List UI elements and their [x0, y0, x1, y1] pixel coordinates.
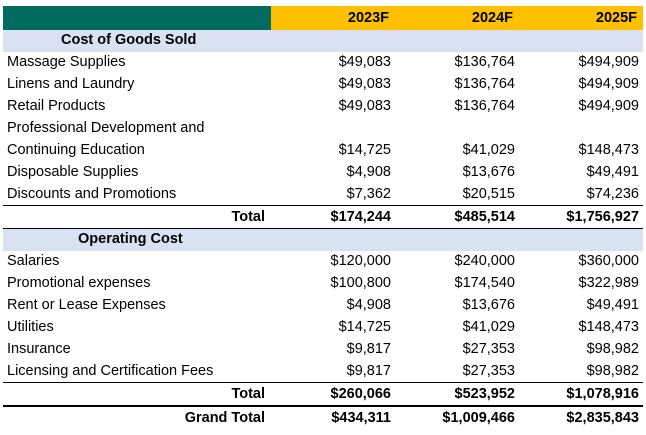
total-2025[interactable]: $1,756,927 — [519, 205, 643, 230]
table-row: Continuing Education $14,725 $41,029 $14… — [3, 139, 643, 161]
cell-2023[interactable]: $14,725 — [338, 319, 391, 336]
cell-2025[interactable]: $494,909 — [578, 98, 639, 115]
year-header-2025[interactable]: 2025F — [519, 6, 643, 30]
cost-table: 2023F 2024F 2025F Cost of Goods Sold Mas… — [3, 6, 643, 429]
row-label[interactable]: Salaries — [7, 253, 60, 270]
row-label[interactable]: Linens and Laundry — [7, 76, 135, 93]
cell-2023[interactable]: $100,800 — [330, 275, 391, 292]
cell-2024[interactable]: $41,029 — [462, 319, 515, 336]
year-header-2024[interactable]: 2024F — [395, 6, 519, 30]
section-blank-cell[interactable] — [519, 228, 643, 251]
section-blank-cell[interactable] — [519, 30, 643, 52]
row-label[interactable]: Licensing and Certification Fees — [7, 362, 214, 379]
cell-2024[interactable]: $174,540 — [454, 275, 515, 292]
table-row: Insurance $9,817 $27,353 $98,982 — [3, 338, 643, 360]
row-label[interactable]: Massage Supplies — [7, 54, 126, 71]
table-row: Salaries $120,000 $240,000 $360,000 — [3, 251, 643, 273]
table-row: Professional Development and — [3, 118, 643, 140]
cell-2024[interactable]: $41,029 — [462, 141, 515, 158]
cell-2024[interactable]: $27,353 — [462, 362, 515, 379]
cell-2023[interactable]: $14,725 — [338, 141, 391, 158]
table-row: Promotional expenses $100,800 $174,540 $… — [3, 273, 643, 295]
cell-2024[interactable]: $13,676 — [462, 297, 515, 314]
row-label[interactable]: Utilities — [7, 319, 54, 336]
cell-2023[interactable]: $49,083 — [338, 76, 391, 93]
total-2023[interactable]: $260,066 — [271, 382, 395, 408]
cell-2023[interactable]: $49,083 — [338, 54, 391, 71]
cell-2024[interactable]: $136,764 — [454, 54, 515, 71]
cell-2024[interactable]: $136,764 — [454, 98, 515, 115]
cell-2025[interactable]: $74,236 — [586, 185, 639, 202]
section-blank-cell[interactable] — [395, 228, 519, 251]
table-row: Utilities $14,725 $41,029 $148,473 — [3, 317, 643, 339]
grand-total-2025[interactable]: $2,835,843 — [566, 409, 639, 426]
cell-2023[interactable] — [271, 118, 395, 140]
total-2023[interactable]: $174,244 — [271, 205, 395, 230]
cell-2024[interactable]: $13,676 — [462, 163, 515, 180]
cell-2025[interactable]: $148,473 — [578, 319, 639, 336]
row-label[interactable]: Insurance — [7, 340, 71, 357]
row-label[interactable]: Retail Products — [7, 98, 106, 115]
grand-total-2024[interactable]: $1,009,466 — [442, 409, 515, 426]
row-label[interactable]: Rent or Lease Expenses — [7, 297, 166, 314]
cell-2025[interactable]: $494,909 — [578, 54, 639, 71]
cell-2025[interactable]: $494,909 — [578, 76, 639, 93]
cell-2025[interactable]: $148,473 — [578, 141, 639, 158]
section-blank-cell[interactable] — [271, 30, 395, 52]
cell-2023[interactable]: $4,908 — [346, 163, 391, 180]
total-2024[interactable]: $485,514 — [395, 205, 519, 230]
table-row: Linens and Laundry $49,083 $136,764 $494… — [3, 74, 643, 96]
year-header-2023[interactable]: 2023F — [271, 6, 395, 30]
table-row: Disposable Supplies $4,908 $13,676 $49,4… — [3, 161, 643, 183]
total-label[interactable]: Total — [3, 382, 271, 408]
row-label[interactable]: Promotional expenses — [7, 275, 151, 292]
cell-2023[interactable]: $9,817 — [346, 362, 391, 379]
cell-2025[interactable]: $98,982 — [586, 362, 639, 379]
operating-total-row: Total $260,066 $523,952 $1,078,916 — [3, 382, 643, 408]
row-label[interactable]: Discounts and Promotions — [7, 185, 177, 202]
table-row: Discounts and Promotions $7,362 $20,515 … — [3, 183, 643, 205]
table-row: Massage Supplies $49,083 $136,764 $494,9… — [3, 52, 643, 74]
cell-2023[interactable]: $49,083 — [338, 98, 391, 115]
grand-total-2023[interactable]: $434,311 — [331, 409, 391, 426]
section-blank-cell[interactable] — [395, 30, 519, 52]
grand-total-label[interactable]: Grand Total — [184, 409, 265, 426]
cell-2023[interactable]: $120,000 — [330, 253, 391, 270]
total-2024[interactable]: $523,952 — [395, 382, 519, 408]
cell-2025[interactable] — [519, 118, 643, 140]
cell-2024[interactable]: $240,000 — [454, 253, 515, 270]
cell-2024[interactable]: $27,353 — [462, 340, 515, 357]
section-title-cogs[interactable]: Cost of Goods Sold — [3, 30, 271, 52]
cell-2024[interactable]: $136,764 — [454, 76, 515, 93]
header-corner-cell[interactable] — [3, 6, 271, 30]
grand-total-row: Grand Total $434,311 $1,009,466 $2,835,8… — [3, 406, 643, 429]
cogs-total-row: Total $174,244 $485,514 $1,756,927 — [3, 205, 643, 230]
section-title-operating[interactable]: Operating Cost — [3, 228, 271, 251]
section-header-operating: Operating Cost — [3, 228, 643, 251]
cell-2025[interactable]: $98,982 — [586, 340, 639, 357]
cell-2025[interactable]: $49,491 — [586, 297, 639, 314]
cell-2025[interactable]: $322,989 — [578, 275, 639, 292]
table-row: Licensing and Certification Fees $9,817 … — [3, 360, 643, 382]
cell-2023[interactable]: $9,817 — [346, 340, 391, 357]
row-label[interactable]: Professional Development and — [7, 120, 205, 136]
cell-2024[interactable]: $20,515 — [462, 185, 515, 202]
cell-2023[interactable]: $4,908 — [346, 297, 391, 314]
total-2025[interactable]: $1,078,916 — [519, 382, 643, 408]
row-label[interactable]: Continuing Education — [7, 141, 145, 158]
row-label[interactable]: Disposable Supplies — [7, 163, 139, 180]
section-blank-cell[interactable] — [271, 228, 395, 251]
cell-2025[interactable]: $49,491 — [586, 163, 639, 180]
total-label[interactable]: Total — [3, 205, 271, 230]
year-header-row: 2023F 2024F 2025F — [3, 6, 643, 30]
table-row: Retail Products $49,083 $136,764 $494,90… — [3, 96, 643, 118]
section-header-cogs: Cost of Goods Sold — [3, 30, 643, 52]
cell-2023[interactable]: $7,362 — [346, 185, 391, 202]
table-row: Rent or Lease Expenses $4,908 $13,676 $4… — [3, 295, 643, 317]
cell-2025[interactable]: $360,000 — [578, 253, 639, 270]
cell-2024[interactable] — [395, 118, 519, 140]
